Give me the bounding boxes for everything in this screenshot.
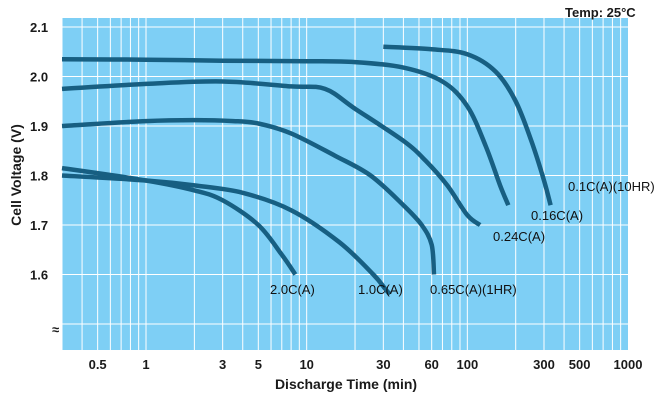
grid bbox=[61, 18, 628, 350]
y-tick-label: 2.1 bbox=[30, 20, 48, 35]
series-label-0: 0.1C(A)(10HR) bbox=[568, 179, 655, 194]
x-tick-labels: 0.5 1 3 5 10 30 60 100 300 500 1000 bbox=[89, 357, 643, 372]
y-tick-label: 2.0 bbox=[30, 70, 48, 85]
series-line-3 bbox=[61, 117, 437, 275]
y-axis-title: Cell Voltage (V) bbox=[8, 124, 24, 226]
y-tick-label: 1.9 bbox=[30, 119, 48, 134]
series-line-1 bbox=[61, 56, 511, 207]
series-line-2 bbox=[61, 79, 482, 227]
x-tick-label: 0.5 bbox=[89, 357, 107, 372]
series-line-5 bbox=[61, 165, 298, 276]
x-axis-title: Discharge Time (min) bbox=[275, 376, 417, 392]
curve-labels: 0.1C(A)(10HR) 0.16C(A) 0.24C(A) 0.65C(A)(1H… bbox=[270, 179, 655, 297]
x-tick-label: 10 bbox=[299, 357, 313, 372]
x-tick-label: 100 bbox=[456, 357, 478, 372]
series-label-4: 1.0C(A) bbox=[358, 282, 403, 297]
x-tick-label: 1 bbox=[142, 357, 149, 372]
series-label-3: 0.65C(A)(1HR) bbox=[430, 282, 517, 297]
x-tick-label: 1000 bbox=[614, 357, 643, 372]
x-tick-label: 300 bbox=[533, 357, 555, 372]
y-tick-label: 1.6 bbox=[30, 268, 48, 283]
y-tick-label: 1.8 bbox=[30, 169, 48, 184]
curves bbox=[61, 44, 553, 296]
y-tick-labels: 1.6 1.7 1.8 1.9 2.0 2.1 bbox=[30, 20, 48, 283]
y-tick-label: 1.7 bbox=[30, 218, 48, 233]
x-tick-label: 30 bbox=[376, 357, 390, 372]
x-tick-label: 500 bbox=[569, 357, 591, 372]
x-tick-label: 3 bbox=[219, 357, 226, 372]
series-label-5: 2.0C(A) bbox=[270, 282, 315, 297]
temperature-note: Temp: 25°C bbox=[565, 5, 636, 20]
series-label-2: 0.24C(A) bbox=[493, 229, 545, 244]
x-tick-label: 60 bbox=[424, 357, 438, 372]
series-line-0 bbox=[383, 44, 553, 206]
x-tick-label: 5 bbox=[255, 357, 262, 372]
series-label-1: 0.16C(A) bbox=[531, 208, 583, 223]
axis-break-symbol: ≈ bbox=[52, 322, 59, 337]
